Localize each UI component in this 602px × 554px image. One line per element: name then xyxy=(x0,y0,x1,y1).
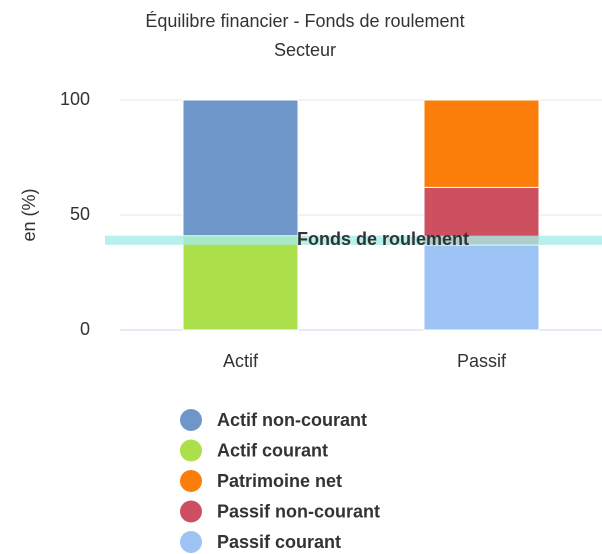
legend-label: Passif courant xyxy=(217,532,341,552)
chart-subtitle: Secteur xyxy=(274,40,336,60)
bar-segment xyxy=(423,186,540,246)
x-tick-label: Passif xyxy=(457,351,507,371)
legend-label: Actif non-courant xyxy=(217,410,367,430)
bar-segment xyxy=(182,99,299,237)
plot-band xyxy=(105,235,602,245)
y-tick-label: 100 xyxy=(60,89,90,109)
chart-title: Équilibre financier - Fonds de roulement xyxy=(145,11,464,31)
y-tick-label: 50 xyxy=(70,204,90,224)
legend-label: Actif courant xyxy=(217,440,328,460)
legend-marker xyxy=(180,470,202,492)
plot-band-label: Fonds de roulement xyxy=(297,229,469,249)
legend-marker xyxy=(180,409,202,431)
legend-label: Passif non-courant xyxy=(217,501,380,521)
legend-marker xyxy=(180,500,202,523)
bar-segment xyxy=(182,235,299,331)
legend-label: Patrimoine net xyxy=(217,471,342,491)
y-axis-label: en (%) xyxy=(19,188,39,241)
y-tick-label: 0 xyxy=(80,319,90,339)
bar-segment xyxy=(423,99,540,188)
bar-segment xyxy=(423,244,540,331)
legend-marker xyxy=(180,531,202,553)
legend-marker xyxy=(180,439,202,462)
x-tick-label: Actif xyxy=(223,351,259,371)
